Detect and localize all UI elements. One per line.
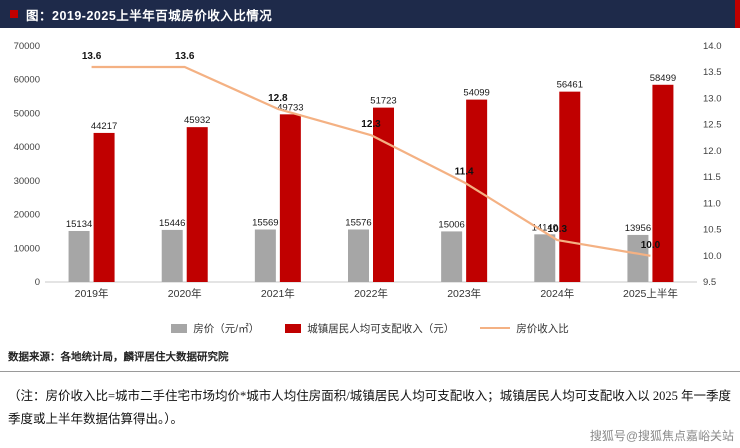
left-axis-tick: 50000 bbox=[14, 108, 40, 119]
bar-label-income: 58499 bbox=[650, 73, 676, 84]
bar-house-price bbox=[348, 229, 369, 282]
bar-label-income: 44217 bbox=[91, 121, 117, 132]
ratio-line bbox=[91, 65, 651, 257]
left-axis-tick: 40000 bbox=[14, 142, 40, 153]
ratio-point-label: 11.4 bbox=[455, 166, 474, 177]
price-income-chart: 0 10000 20000 30000 40000 50000 60000 70000 9.5 1… bbox=[14, 41, 722, 300]
data-source: 数据来源：各地统计局，麟评居住大数据研究院 bbox=[8, 351, 229, 363]
right-axis-tick: 10.0 bbox=[703, 251, 722, 262]
x-axis-category-label: 2020年 bbox=[168, 287, 202, 300]
bar-label-house-price: 14140 bbox=[532, 222, 558, 233]
bar-label-house-price: 15134 bbox=[66, 219, 92, 230]
bar-income bbox=[559, 91, 581, 282]
legend-label-income: 城镇居民人均可支配收入（元） bbox=[307, 322, 455, 335]
divider bbox=[0, 371, 740, 372]
bar-house-price bbox=[68, 230, 90, 282]
right-axis-tick: 13.5 bbox=[703, 67, 722, 78]
bar-house-price bbox=[441, 231, 463, 282]
bar-house-price bbox=[627, 234, 649, 282]
chart-title: 图：2019-2025上半年百城房价收入比情况 bbox=[26, 8, 273, 23]
right-axis-tick: 11.0 bbox=[703, 198, 721, 209]
left-axis-tick: 30000 bbox=[14, 176, 40, 187]
x-axis-category-label: 2023年 bbox=[447, 287, 481, 300]
header-accent bbox=[735, 0, 740, 28]
legend-swatch-income bbox=[285, 323, 302, 333]
right-axis-tick: 13.0 bbox=[703, 93, 722, 104]
legend: 房价（元/㎡） 城镇居民人均可支配收入（元） 房价收入比 bbox=[0, 320, 740, 336]
legend-item-income: 城镇居民人均可支配收入（元） bbox=[285, 321, 454, 336]
right-axis-tick: 9.5 bbox=[703, 277, 716, 288]
ratio-point-label: 13.6 bbox=[175, 51, 195, 62]
bar-label-income: 56461 bbox=[557, 80, 583, 91]
chart-area: 0 10000 20000 30000 40000 50000 60000 70000 9.5 1… bbox=[0, 28, 740, 320]
bar-income bbox=[186, 127, 208, 282]
bar-income bbox=[652, 84, 674, 282]
right-axis-tick: 12.5 bbox=[703, 120, 722, 131]
ratio-point-label: 12.3 bbox=[361, 119, 381, 130]
bar-income bbox=[373, 107, 394, 282]
note-text: （注：房价收入比=城市二手住宅市场均价*城市人均住房面积/城镇居民人均可支配收入… bbox=[8, 389, 732, 427]
ratio-point-label: 10.0 bbox=[641, 240, 661, 251]
legend-line-swatch-ratio bbox=[480, 326, 511, 330]
right-axis-tick: 14.0 bbox=[703, 41, 722, 52]
bar-label-income: 54099 bbox=[463, 88, 489, 99]
bar-house-price bbox=[254, 229, 276, 282]
bar-label-house-price: 15006 bbox=[438, 219, 464, 230]
x-axis-category-label: 2025上半年 bbox=[623, 287, 678, 300]
header: 图：2019-2025上半年百城房价收入比情况 bbox=[0, 0, 740, 28]
left-axis-tick: 0 bbox=[35, 277, 40, 288]
ratio-point-label: 10.3 bbox=[548, 224, 568, 235]
x-axis-category-label: 2019年 bbox=[75, 287, 109, 300]
bar-label-house-price: 15569 bbox=[252, 218, 278, 229]
left-axis-tick: 10000 bbox=[14, 243, 40, 254]
legend-swatch-house-price bbox=[171, 323, 188, 333]
legend-item-house-price: 房价（元/㎡） bbox=[171, 321, 259, 336]
bar-label-income: 51723 bbox=[370, 96, 396, 107]
right-axis-tick: 11.5 bbox=[703, 172, 721, 183]
bar-label-income: 45932 bbox=[184, 115, 210, 126]
left-axis-tick: 20000 bbox=[14, 210, 40, 221]
bar-label-income: 49733 bbox=[277, 102, 303, 113]
right-axis-tick: 12.0 bbox=[703, 146, 722, 157]
ratio-point-label: 13.6 bbox=[82, 51, 102, 62]
x-axis-category-label: 2024年 bbox=[540, 287, 574, 300]
x-axis-category-label: 2022年 bbox=[354, 287, 388, 300]
bar-house-price bbox=[534, 234, 556, 282]
legend-item-ratio: 房价收入比 bbox=[480, 321, 569, 336]
right-axis-tick: 10.5 bbox=[703, 225, 722, 236]
bar-income bbox=[93, 132, 115, 282]
ratio-point-label: 12.8 bbox=[268, 93, 288, 104]
bar-label-house-price: 15446 bbox=[159, 218, 185, 229]
title-bullet-icon bbox=[10, 10, 18, 18]
bar-income bbox=[279, 114, 301, 283]
bar-label-house-price: 13956 bbox=[625, 223, 651, 234]
x-axis-category-label: 2021年 bbox=[261, 287, 295, 300]
bar-house-price bbox=[161, 229, 183, 282]
legend-label-house-price: 房价（元/㎡） bbox=[193, 322, 260, 335]
bar-label-house-price: 15576 bbox=[345, 217, 371, 228]
legend-label-ratio: 房价收入比 bbox=[516, 322, 569, 335]
watermark: 搜狐号@搜狐焦点嘉峪关站 bbox=[589, 429, 734, 443]
left-axis-tick: 70000 bbox=[14, 41, 40, 52]
left-axis-tick: 60000 bbox=[14, 75, 40, 86]
